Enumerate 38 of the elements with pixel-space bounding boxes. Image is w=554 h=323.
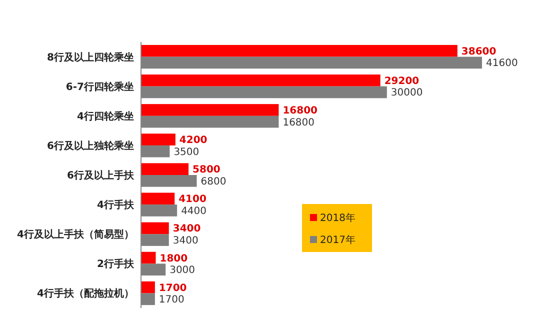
data-label: 4400: [181, 206, 207, 217]
data-label: 16800: [282, 105, 318, 116]
data-label: 38600: [461, 46, 496, 58]
legend-label: 2018年: [320, 212, 356, 224]
bar: [141, 74, 380, 86]
y-tick-label: 6行及以上独轮乘坐: [47, 140, 134, 152]
bar: [141, 163, 189, 175]
data-label: 4100: [178, 194, 206, 206]
data-label: 1700: [158, 294, 184, 306]
data-label: 6800: [200, 176, 226, 188]
bar: [141, 281, 155, 294]
data-label: 29200: [384, 76, 420, 87]
bar: [141, 252, 156, 264]
y-tick-label: 4行及以上手扶（简易型）: [17, 228, 134, 241]
bar: [141, 44, 458, 57]
y-tick-label: 2行手扶: [97, 258, 135, 270]
data-label: 1800: [160, 253, 188, 264]
y-tick-label: 6行及以上手扶: [67, 170, 135, 182]
bar: [141, 134, 176, 146]
y-tick-label: 4行四轮乘坐: [77, 110, 134, 122]
data-label: 5800: [192, 164, 220, 176]
data-label: 41600: [486, 58, 518, 70]
bar: [141, 192, 175, 205]
data-label: 30000: [390, 88, 423, 99]
data-label: 4200: [179, 135, 208, 146]
bar: [141, 104, 279, 116]
data-label: 3400: [172, 236, 198, 247]
y-tick-label: 6-7行四轮乘坐: [66, 80, 134, 93]
y-tick-label: 4行手扶（配拖拉机）: [37, 288, 134, 300]
legend-label: 2017年: [320, 234, 356, 246]
data-label: 3400: [172, 224, 201, 235]
y-tick-label: 4行手扶: [97, 199, 135, 212]
data-label: 1700: [158, 282, 187, 294]
y-tick-label: 8行及以上四轮乘坐: [47, 51, 134, 64]
data-label: 16800: [282, 117, 315, 128]
data-label: 3000: [170, 265, 196, 276]
bar: [141, 222, 169, 234]
data-label: 3500: [174, 146, 200, 158]
